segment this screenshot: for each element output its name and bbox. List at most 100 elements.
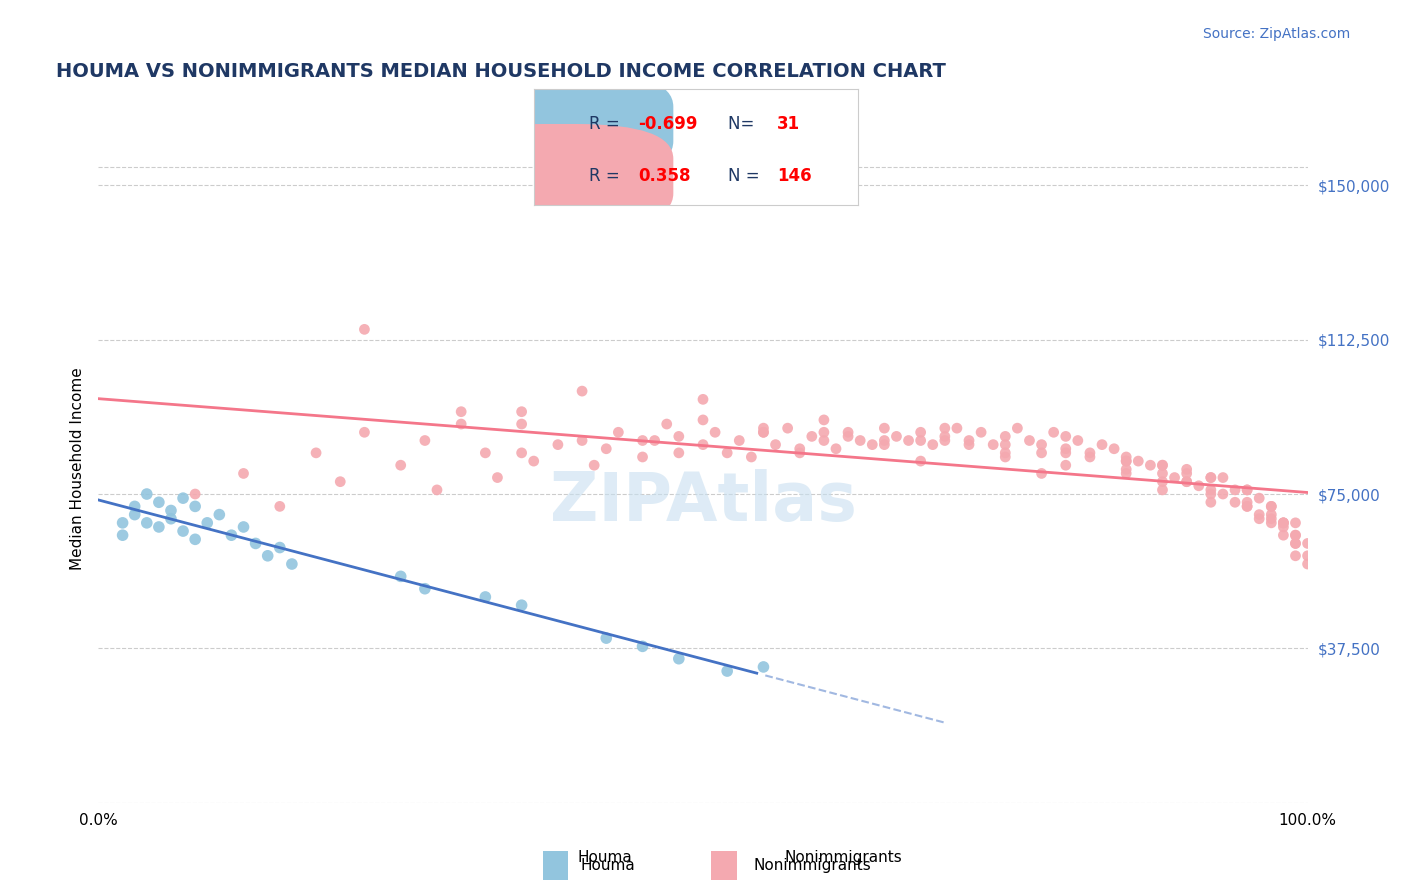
- Point: [1236, 495, 1258, 509]
- Point: [873, 434, 896, 448]
- Text: N =: N =: [728, 167, 759, 186]
- Point: [184, 533, 207, 547]
- Point: [571, 434, 593, 448]
- Point: [195, 516, 218, 530]
- Point: [740, 450, 762, 464]
- Point: [583, 458, 606, 473]
- Point: [510, 417, 533, 431]
- Point: [510, 598, 533, 612]
- Point: [305, 446, 328, 460]
- Point: [1272, 528, 1295, 542]
- Point: [752, 425, 775, 440]
- Point: [776, 421, 799, 435]
- Point: [1249, 491, 1271, 505]
- Point: [172, 524, 194, 538]
- Point: [1152, 458, 1174, 473]
- Point: [1128, 454, 1150, 468]
- Text: Houma: Houma: [578, 850, 631, 865]
- Point: [1272, 516, 1295, 530]
- Point: [281, 557, 304, 571]
- Point: [692, 392, 714, 407]
- Point: [1284, 528, 1306, 542]
- Point: [934, 421, 956, 435]
- Bar: [543, 851, 568, 880]
- Point: [752, 425, 775, 440]
- Point: [957, 434, 980, 448]
- Point: [1236, 500, 1258, 514]
- Point: [873, 437, 896, 451]
- Point: [1054, 442, 1077, 456]
- Point: [1296, 549, 1319, 563]
- Point: [353, 322, 375, 336]
- Text: R =: R =: [589, 167, 626, 186]
- Point: [413, 434, 436, 448]
- Point: [1018, 434, 1040, 448]
- Point: [1272, 516, 1295, 530]
- Point: [1152, 467, 1174, 481]
- Point: [426, 483, 449, 497]
- FancyBboxPatch shape: [447, 71, 673, 177]
- Point: [921, 437, 943, 451]
- Point: [413, 582, 436, 596]
- Point: [547, 437, 569, 451]
- Point: [1199, 470, 1222, 484]
- Point: [981, 437, 1004, 451]
- Point: [994, 446, 1017, 460]
- Y-axis label: Median Household Income: Median Household Income: [69, 367, 84, 570]
- Point: [692, 437, 714, 451]
- Point: [450, 417, 472, 431]
- Point: [1284, 549, 1306, 563]
- Point: [813, 434, 835, 448]
- Point: [135, 487, 157, 501]
- Point: [765, 437, 787, 451]
- Point: [1236, 500, 1258, 514]
- Point: [825, 442, 848, 456]
- Point: [752, 421, 775, 435]
- Point: [1175, 462, 1198, 476]
- Point: [111, 528, 134, 542]
- Point: [994, 450, 1017, 464]
- Point: [644, 434, 666, 448]
- Point: [1199, 487, 1222, 501]
- Point: [1078, 450, 1101, 464]
- Point: [946, 421, 969, 435]
- Point: [813, 425, 835, 440]
- Point: [1078, 446, 1101, 460]
- Point: [124, 500, 146, 514]
- Point: [1249, 512, 1271, 526]
- Point: [970, 425, 993, 440]
- Text: Source: ZipAtlas.com: Source: ZipAtlas.com: [1202, 27, 1350, 41]
- Point: [1284, 528, 1306, 542]
- Point: [631, 434, 654, 448]
- Point: [1260, 512, 1282, 526]
- Point: [1284, 536, 1306, 550]
- Point: [1115, 462, 1137, 476]
- Point: [1031, 467, 1053, 481]
- Point: [523, 454, 546, 468]
- Point: [486, 470, 509, 484]
- Point: [692, 413, 714, 427]
- Point: [1223, 483, 1246, 497]
- Point: [910, 454, 932, 468]
- Point: [1031, 446, 1053, 460]
- Point: [1115, 454, 1137, 468]
- Point: [1284, 516, 1306, 530]
- Point: [111, 516, 134, 530]
- Point: [1175, 467, 1198, 481]
- Point: [1115, 450, 1137, 464]
- Point: [353, 425, 375, 440]
- Point: [837, 425, 859, 440]
- Point: [897, 434, 920, 448]
- Point: [389, 569, 412, 583]
- Point: [860, 437, 883, 451]
- Point: [1163, 470, 1185, 484]
- Point: [994, 437, 1017, 451]
- Point: [1212, 470, 1234, 484]
- Point: [631, 450, 654, 464]
- Point: [160, 512, 183, 526]
- Point: [1152, 483, 1174, 497]
- Point: [1115, 454, 1137, 468]
- Point: [716, 446, 738, 460]
- Point: [934, 429, 956, 443]
- Point: [704, 425, 727, 440]
